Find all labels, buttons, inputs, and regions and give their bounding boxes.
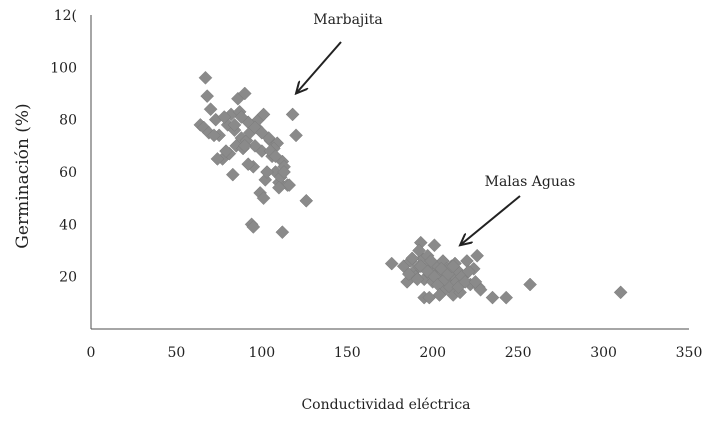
data-point bbox=[268, 149, 283, 164]
data-point bbox=[248, 120, 262, 135]
data-point bbox=[446, 259, 461, 274]
x-tick-label: 150 bbox=[334, 345, 361, 361]
data-point bbox=[424, 254, 438, 268]
data-point bbox=[485, 290, 500, 305]
x-tick-label: 100 bbox=[248, 345, 275, 361]
annotation-label: Marbajita bbox=[313, 12, 382, 28]
data-point bbox=[523, 277, 537, 292]
data-point bbox=[468, 275, 483, 289]
data-point bbox=[613, 285, 628, 300]
x-tick-label: 50 bbox=[168, 345, 186, 361]
data-point bbox=[461, 264, 476, 279]
x-tick-label: 350 bbox=[676, 345, 703, 361]
data-point bbox=[248, 138, 262, 153]
data-point bbox=[227, 118, 242, 132]
data-point bbox=[246, 220, 261, 234]
annotations: Marbajita Malas Aguas bbox=[296, 12, 575, 245]
data-point bbox=[237, 86, 252, 101]
y-axis-title: Germinación (%) bbox=[13, 103, 33, 248]
y-tick-label: 12( bbox=[54, 8, 77, 24]
data-point bbox=[255, 125, 269, 140]
data-point bbox=[420, 264, 435, 279]
data-point bbox=[499, 290, 514, 305]
data-point bbox=[299, 193, 314, 208]
data-point bbox=[210, 152, 225, 166]
data-point bbox=[427, 238, 442, 253]
data-point bbox=[260, 165, 274, 179]
data-point bbox=[207, 128, 221, 143]
axes bbox=[90, 15, 689, 330]
x-tick-label: 300 bbox=[590, 345, 617, 361]
data-points bbox=[193, 70, 628, 305]
data-point bbox=[282, 178, 297, 192]
annotation-label: Malas Aguas bbox=[485, 174, 576, 190]
data-point bbox=[272, 180, 286, 195]
data-point bbox=[198, 70, 213, 85]
y-tick-label: 40 bbox=[59, 217, 77, 233]
data-point bbox=[285, 107, 300, 122]
data-point bbox=[256, 107, 271, 122]
data-point bbox=[217, 110, 232, 124]
x-tick-label: 0 bbox=[87, 345, 96, 361]
data-point bbox=[256, 191, 271, 206]
data-point bbox=[289, 128, 303, 143]
data-point bbox=[200, 89, 215, 103]
data-point bbox=[277, 165, 291, 179]
y-tick-label: 80 bbox=[59, 113, 77, 129]
data-point bbox=[410, 272, 425, 287]
data-point bbox=[275, 225, 290, 240]
tick-labels: 0 50 100 150 200 250 300 350 20 40 60 80 100 12( bbox=[50, 8, 702, 361]
data-point bbox=[225, 167, 240, 182]
data-point bbox=[405, 251, 420, 266]
data-point bbox=[432, 288, 447, 302]
y-tick-label: 100 bbox=[50, 60, 77, 76]
data-point bbox=[384, 256, 399, 271]
data-point bbox=[401, 267, 416, 281]
data-point bbox=[458, 275, 473, 289]
data-point bbox=[237, 138, 252, 153]
annotation-arrow bbox=[460, 195, 521, 245]
x-axis-title: Conductividad eléctrica bbox=[301, 397, 470, 413]
data-point bbox=[234, 110, 249, 124]
annotation-arrow bbox=[296, 41, 342, 94]
data-point bbox=[219, 144, 233, 158]
data-point bbox=[412, 243, 426, 258]
data-point bbox=[203, 102, 218, 117]
data-point bbox=[470, 248, 484, 263]
x-tick-label: 200 bbox=[419, 345, 446, 361]
y-tick-label: 20 bbox=[59, 270, 77, 286]
data-point bbox=[241, 157, 256, 172]
x-tick-label: 250 bbox=[505, 345, 532, 361]
y-tick-label: 60 bbox=[59, 165, 77, 181]
